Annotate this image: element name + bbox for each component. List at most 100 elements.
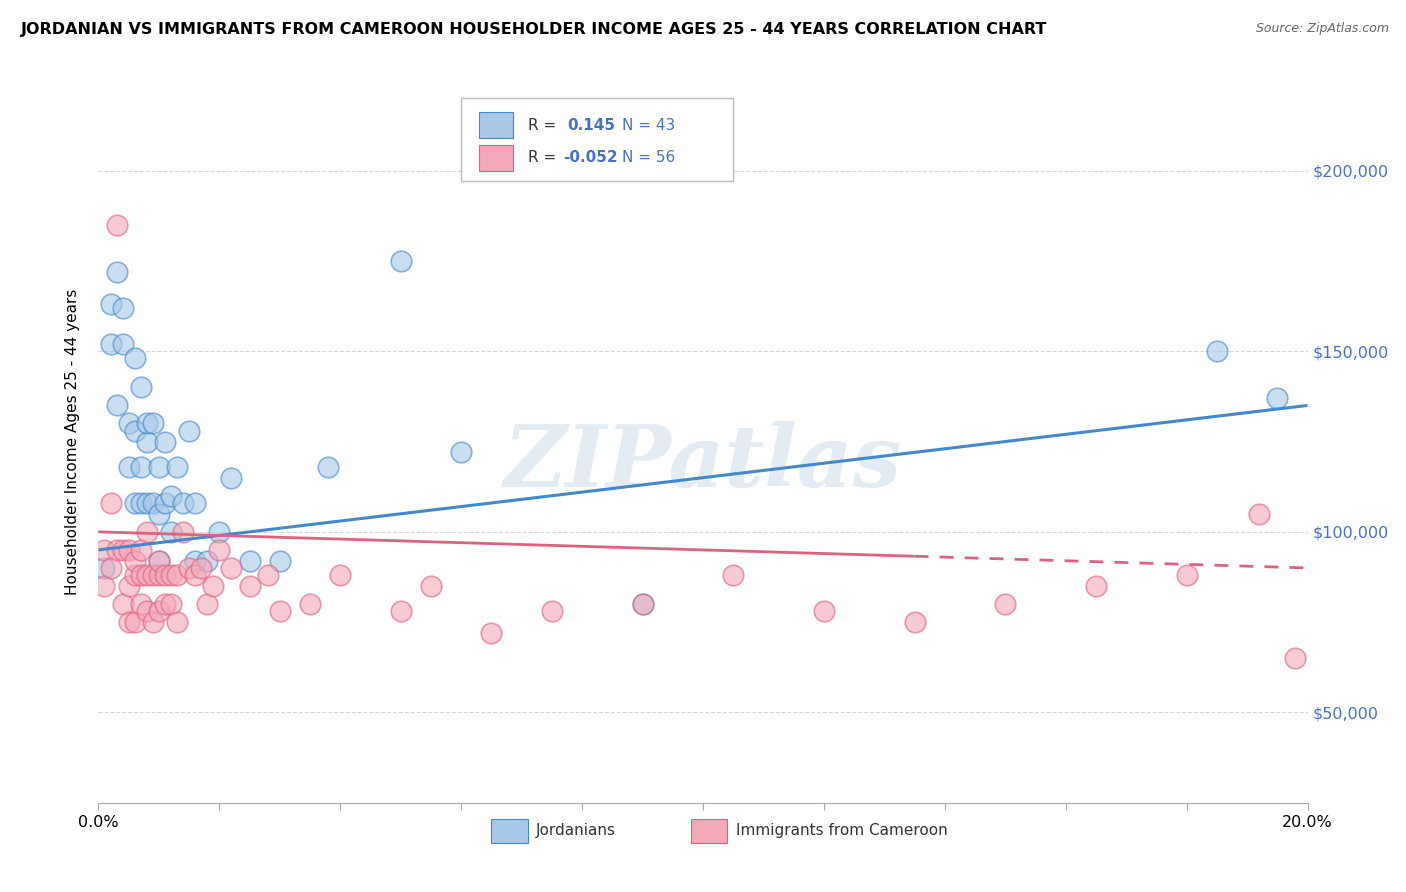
Point [256, 568, 278, 582]
Point [389, 253, 412, 268]
Point [184, 568, 207, 582]
Point [111, 301, 134, 315]
Point [208, 542, 231, 557]
Point [202, 579, 225, 593]
Point [100, 337, 122, 351]
Point [148, 554, 170, 568]
Point [723, 568, 745, 582]
Point [93, 542, 115, 557]
Point [450, 445, 472, 459]
Point [148, 604, 170, 618]
Point [148, 459, 170, 474]
Point [1284, 651, 1306, 665]
Text: Immigrants from Cameroon: Immigrants from Cameroon [735, 822, 948, 838]
Point [124, 568, 146, 582]
Point [118, 615, 141, 630]
Point [166, 615, 188, 630]
Text: Source: ZipAtlas.com: Source: ZipAtlas.com [1256, 22, 1389, 36]
Point [1249, 507, 1271, 521]
Point [329, 568, 352, 582]
Point [160, 524, 183, 539]
Text: JORDANIAN VS IMMIGRANTS FROM CAMEROON HOUSEHOLDER INCOME AGES 25 - 44 YEARS CORR: JORDANIAN VS IMMIGRANTS FROM CAMEROON HO… [21, 22, 1047, 37]
Point [160, 489, 183, 503]
Point [135, 417, 157, 431]
Point [148, 554, 170, 568]
Point [135, 568, 157, 582]
Point [195, 597, 218, 611]
Point [153, 568, 176, 582]
Point [190, 561, 212, 575]
Point [269, 554, 291, 568]
Point [1175, 568, 1198, 582]
Point [142, 615, 165, 630]
Text: N = 56: N = 56 [621, 150, 675, 165]
Point [153, 434, 176, 449]
Point [135, 524, 157, 539]
Point [160, 597, 183, 611]
Point [135, 604, 157, 618]
Point [129, 542, 152, 557]
Point [93, 561, 115, 575]
Point [100, 297, 122, 311]
Point [93, 579, 115, 593]
Point [153, 597, 176, 611]
Point [631, 597, 654, 611]
Point [221, 561, 243, 575]
Text: ZIPatlas: ZIPatlas [503, 421, 903, 505]
Point [118, 579, 141, 593]
Text: 0.145: 0.145 [568, 118, 616, 133]
Point [142, 568, 165, 582]
Point [129, 568, 152, 582]
Point [994, 597, 1017, 611]
Point [269, 604, 291, 618]
Point [904, 615, 927, 630]
Point [148, 568, 170, 582]
Point [813, 604, 835, 618]
Point [135, 434, 157, 449]
FancyBboxPatch shape [479, 145, 513, 170]
Point [118, 417, 141, 431]
Point [105, 218, 128, 232]
FancyBboxPatch shape [690, 820, 727, 843]
Point [160, 568, 183, 582]
Point [148, 507, 170, 521]
Point [179, 424, 201, 438]
Point [111, 542, 134, 557]
Point [179, 561, 201, 575]
Point [221, 470, 243, 484]
FancyBboxPatch shape [461, 98, 734, 181]
Point [239, 554, 262, 568]
Point [124, 615, 146, 630]
Point [166, 459, 188, 474]
Point [1206, 344, 1229, 359]
Point [481, 626, 503, 640]
Point [184, 496, 207, 510]
Point [1085, 579, 1108, 593]
Point [124, 351, 146, 366]
Text: R =: R = [527, 118, 561, 133]
Point [111, 597, 134, 611]
Text: -0.052: -0.052 [562, 150, 617, 165]
Text: Jordanians: Jordanians [536, 822, 616, 838]
FancyBboxPatch shape [492, 820, 527, 843]
Point [118, 542, 141, 557]
Point [105, 265, 128, 279]
Point [142, 417, 165, 431]
Point [124, 496, 146, 510]
Text: R =: R = [527, 150, 561, 165]
Point [208, 524, 231, 539]
Point [111, 337, 134, 351]
Point [100, 496, 122, 510]
Point [129, 459, 152, 474]
Point [1267, 391, 1289, 405]
Point [239, 579, 262, 593]
Point [195, 554, 218, 568]
Point [129, 597, 152, 611]
Point [153, 496, 176, 510]
Point [184, 554, 207, 568]
Point [135, 496, 157, 510]
Point [105, 542, 128, 557]
Point [100, 561, 122, 575]
Y-axis label: Householder Income Ages 25 - 44 years: Householder Income Ages 25 - 44 years [65, 288, 80, 595]
Point [118, 459, 141, 474]
